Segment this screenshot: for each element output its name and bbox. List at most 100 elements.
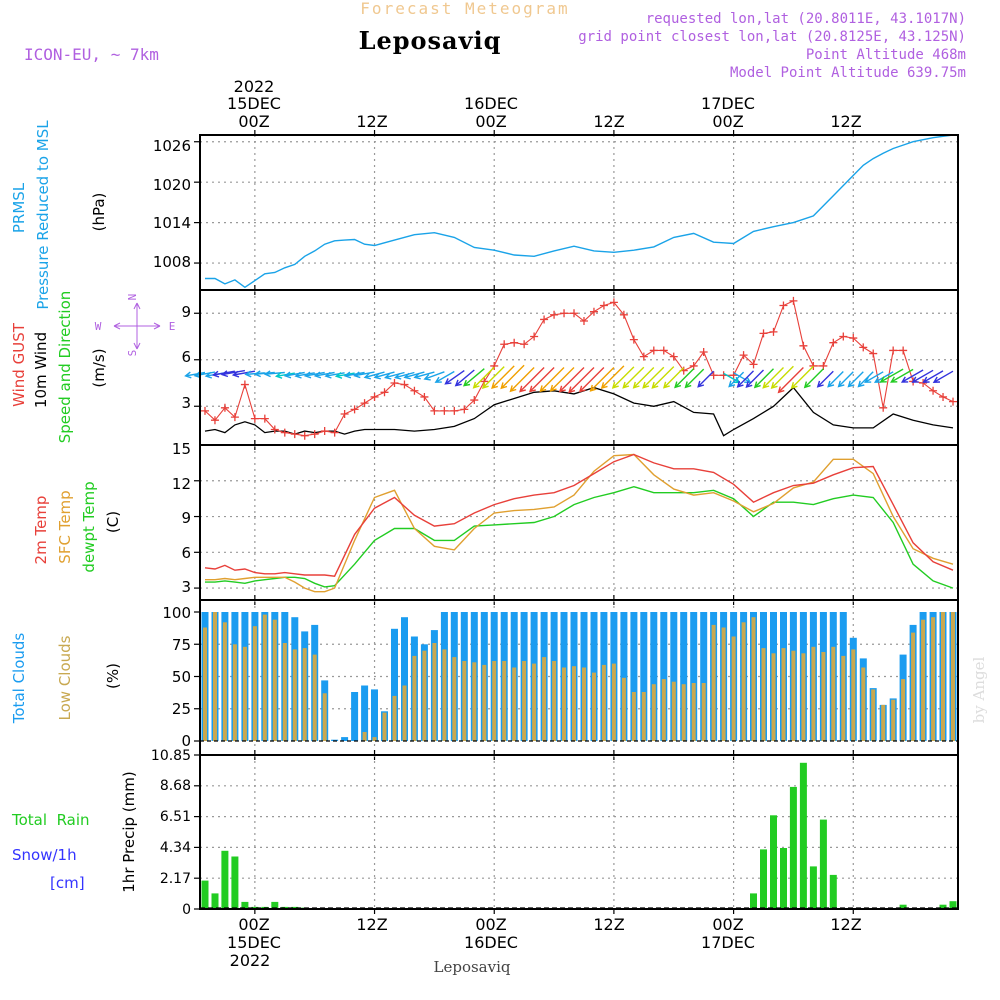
low-clouds-bar <box>621 677 626 741</box>
wind-direction-arrow <box>762 367 784 389</box>
gust-marker <box>809 361 818 370</box>
wind-direction-arrow <box>790 365 814 390</box>
low-clouds-bar <box>552 661 557 741</box>
precip-bar <box>789 786 797 909</box>
wind-label-gust: Wind GUST <box>10 322 28 407</box>
wind-direction-arrow <box>434 370 455 383</box>
wind-direction-arrow <box>403 371 425 380</box>
temp-label-dewpt: dewpt Temp <box>80 481 98 572</box>
clouds-label-total: Total Clouds <box>10 633 28 725</box>
low-clouds-bar <box>871 689 876 741</box>
precip-ytick-4: 4.34 <box>160 840 191 856</box>
gust-marker <box>560 309 569 318</box>
low-clouds-bar <box>671 681 676 741</box>
gust-marker <box>450 406 459 415</box>
low-clouds-bar <box>781 648 786 741</box>
wind-ytick-9: 9 <box>181 303 191 321</box>
clouds-plot <box>194 595 959 760</box>
wind-direction-arrow <box>413 371 435 380</box>
total-clouds-bar <box>670 612 678 741</box>
gust-marker <box>869 349 878 358</box>
wind-direction-arrow <box>363 371 385 380</box>
gust-marker <box>350 405 359 414</box>
total-clouds-bar <box>620 612 628 741</box>
gust-marker <box>709 371 718 380</box>
low-clouds-bar <box>841 655 846 741</box>
low-clouds-bar <box>302 648 307 741</box>
wind-direction-arrow <box>193 371 216 379</box>
low-clouds-bar <box>641 692 646 741</box>
precip-bar <box>201 880 209 909</box>
precip-ytick-6: 6.51 <box>160 809 191 825</box>
wind-direction-arrow <box>733 372 752 384</box>
compass-w: W <box>95 320 102 333</box>
location-title: Leposaviq <box>359 26 502 55</box>
low-clouds-bar <box>232 644 237 742</box>
low-clouds-bar <box>771 653 776 741</box>
gust-marker <box>819 361 828 370</box>
low-clouds-bar <box>422 650 427 741</box>
wind-direction-arrow <box>373 371 395 380</box>
low-clouds-bar <box>562 667 566 741</box>
precip-bar <box>221 850 229 909</box>
wind-direction-arrow <box>303 371 325 379</box>
gust-marker <box>320 427 329 436</box>
low-clouds-bar <box>861 667 866 741</box>
total-clouds-bar <box>680 612 688 741</box>
wind-direction-arrow <box>777 367 804 394</box>
precip-bar <box>819 819 827 909</box>
wind-direction-arrow <box>911 369 934 383</box>
requested-point: requested lon,lat (20.8011E, 43.1017N) <box>646 11 966 27</box>
top-year: 2022 <box>234 77 275 96</box>
wind-direction-arrow <box>220 369 246 378</box>
total-clouds-bar <box>630 612 638 741</box>
temp-ytick-12: 12 <box>172 475 191 493</box>
wind-direction-arrow <box>509 367 535 393</box>
gust-marker <box>330 428 339 437</box>
gust-marker <box>500 340 509 349</box>
wind-direction-arrow <box>568 367 595 394</box>
low-clouds-bar <box>402 685 407 741</box>
precip-ytick-2: 2.17 <box>160 871 191 887</box>
low-clouds-bar <box>921 619 926 741</box>
gust-marker <box>939 392 948 401</box>
wind-direction-arrow <box>632 367 655 389</box>
pressure-unit: (hPa) <box>90 193 108 232</box>
low-clouds-bar <box>731 636 736 741</box>
pressure-ytick-1014: 1014 <box>153 214 191 232</box>
gust-marker <box>949 397 958 406</box>
gust-marker <box>400 380 409 389</box>
clouds-unit: (%) <box>104 663 122 689</box>
wind-direction-arrow <box>231 370 256 378</box>
gust-marker <box>530 332 539 341</box>
gust-marker <box>849 334 858 343</box>
compass-lines <box>113 302 161 350</box>
low-clouds-bar <box>741 622 746 741</box>
low-clouds-bar <box>931 617 936 741</box>
pressure-plot <box>194 130 959 295</box>
gust-marker <box>290 430 299 439</box>
wind-direction-arrow <box>462 368 485 387</box>
wind-plot <box>184 285 959 450</box>
wind-direction-arrow <box>423 371 445 381</box>
wind-direction-arrow <box>847 371 864 388</box>
wind-direction-arrow <box>343 371 365 379</box>
top-date-1: 15DEC <box>227 94 281 113</box>
low-clouds-bar <box>512 667 517 741</box>
total-clouds-bar <box>700 612 708 741</box>
gust-marker <box>490 361 499 370</box>
gust-marker <box>270 425 279 434</box>
precip-bar <box>211 893 219 909</box>
wind10m-series-line <box>204 386 954 437</box>
low-clouds-bar <box>203 627 207 741</box>
wind-direction-arrow <box>539 367 565 393</box>
wind-direction-arrow <box>294 371 315 379</box>
low-clouds-bar <box>601 664 606 741</box>
bottom-date-1: 15DEC <box>227 933 281 952</box>
wind-direction-arrow <box>879 368 904 383</box>
pressure-ytick-1008: 1008 <box>153 253 191 271</box>
top-tick-5: 12Z <box>830 112 861 131</box>
wind-direction-arrow <box>611 366 635 389</box>
low-clouds-bar <box>292 649 297 741</box>
